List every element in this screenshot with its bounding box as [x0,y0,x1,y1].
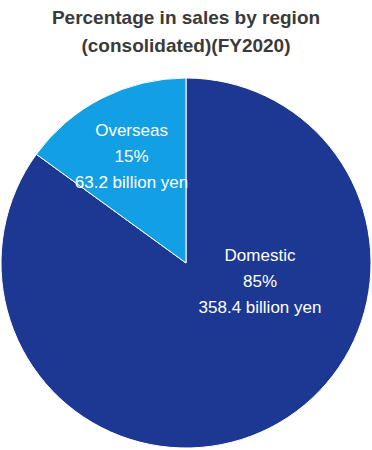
slice-label: Overseas [95,121,168,140]
amount-label: 358.4 billion yen [199,298,322,317]
data-label: 15% [115,147,149,166]
pie-slice [1,78,371,448]
slice-label: Domestic [225,246,296,265]
pie [1,78,371,448]
data-label: 85% [243,272,277,291]
amount-label: 63.2 billion yen [75,173,188,192]
title: Percentage in sales by region [52,7,320,28]
title-group: Percentage in sales by region (consolidat… [52,7,320,56]
pie-slice [36,78,186,263]
data-labels: Domestic 85% 358.4 billion yen Overseas 15% 6… [75,121,322,317]
title: (consolidated)(FY2020) [81,35,290,56]
chart: Percentage in sales by region (consolidat… [0,0,372,450]
